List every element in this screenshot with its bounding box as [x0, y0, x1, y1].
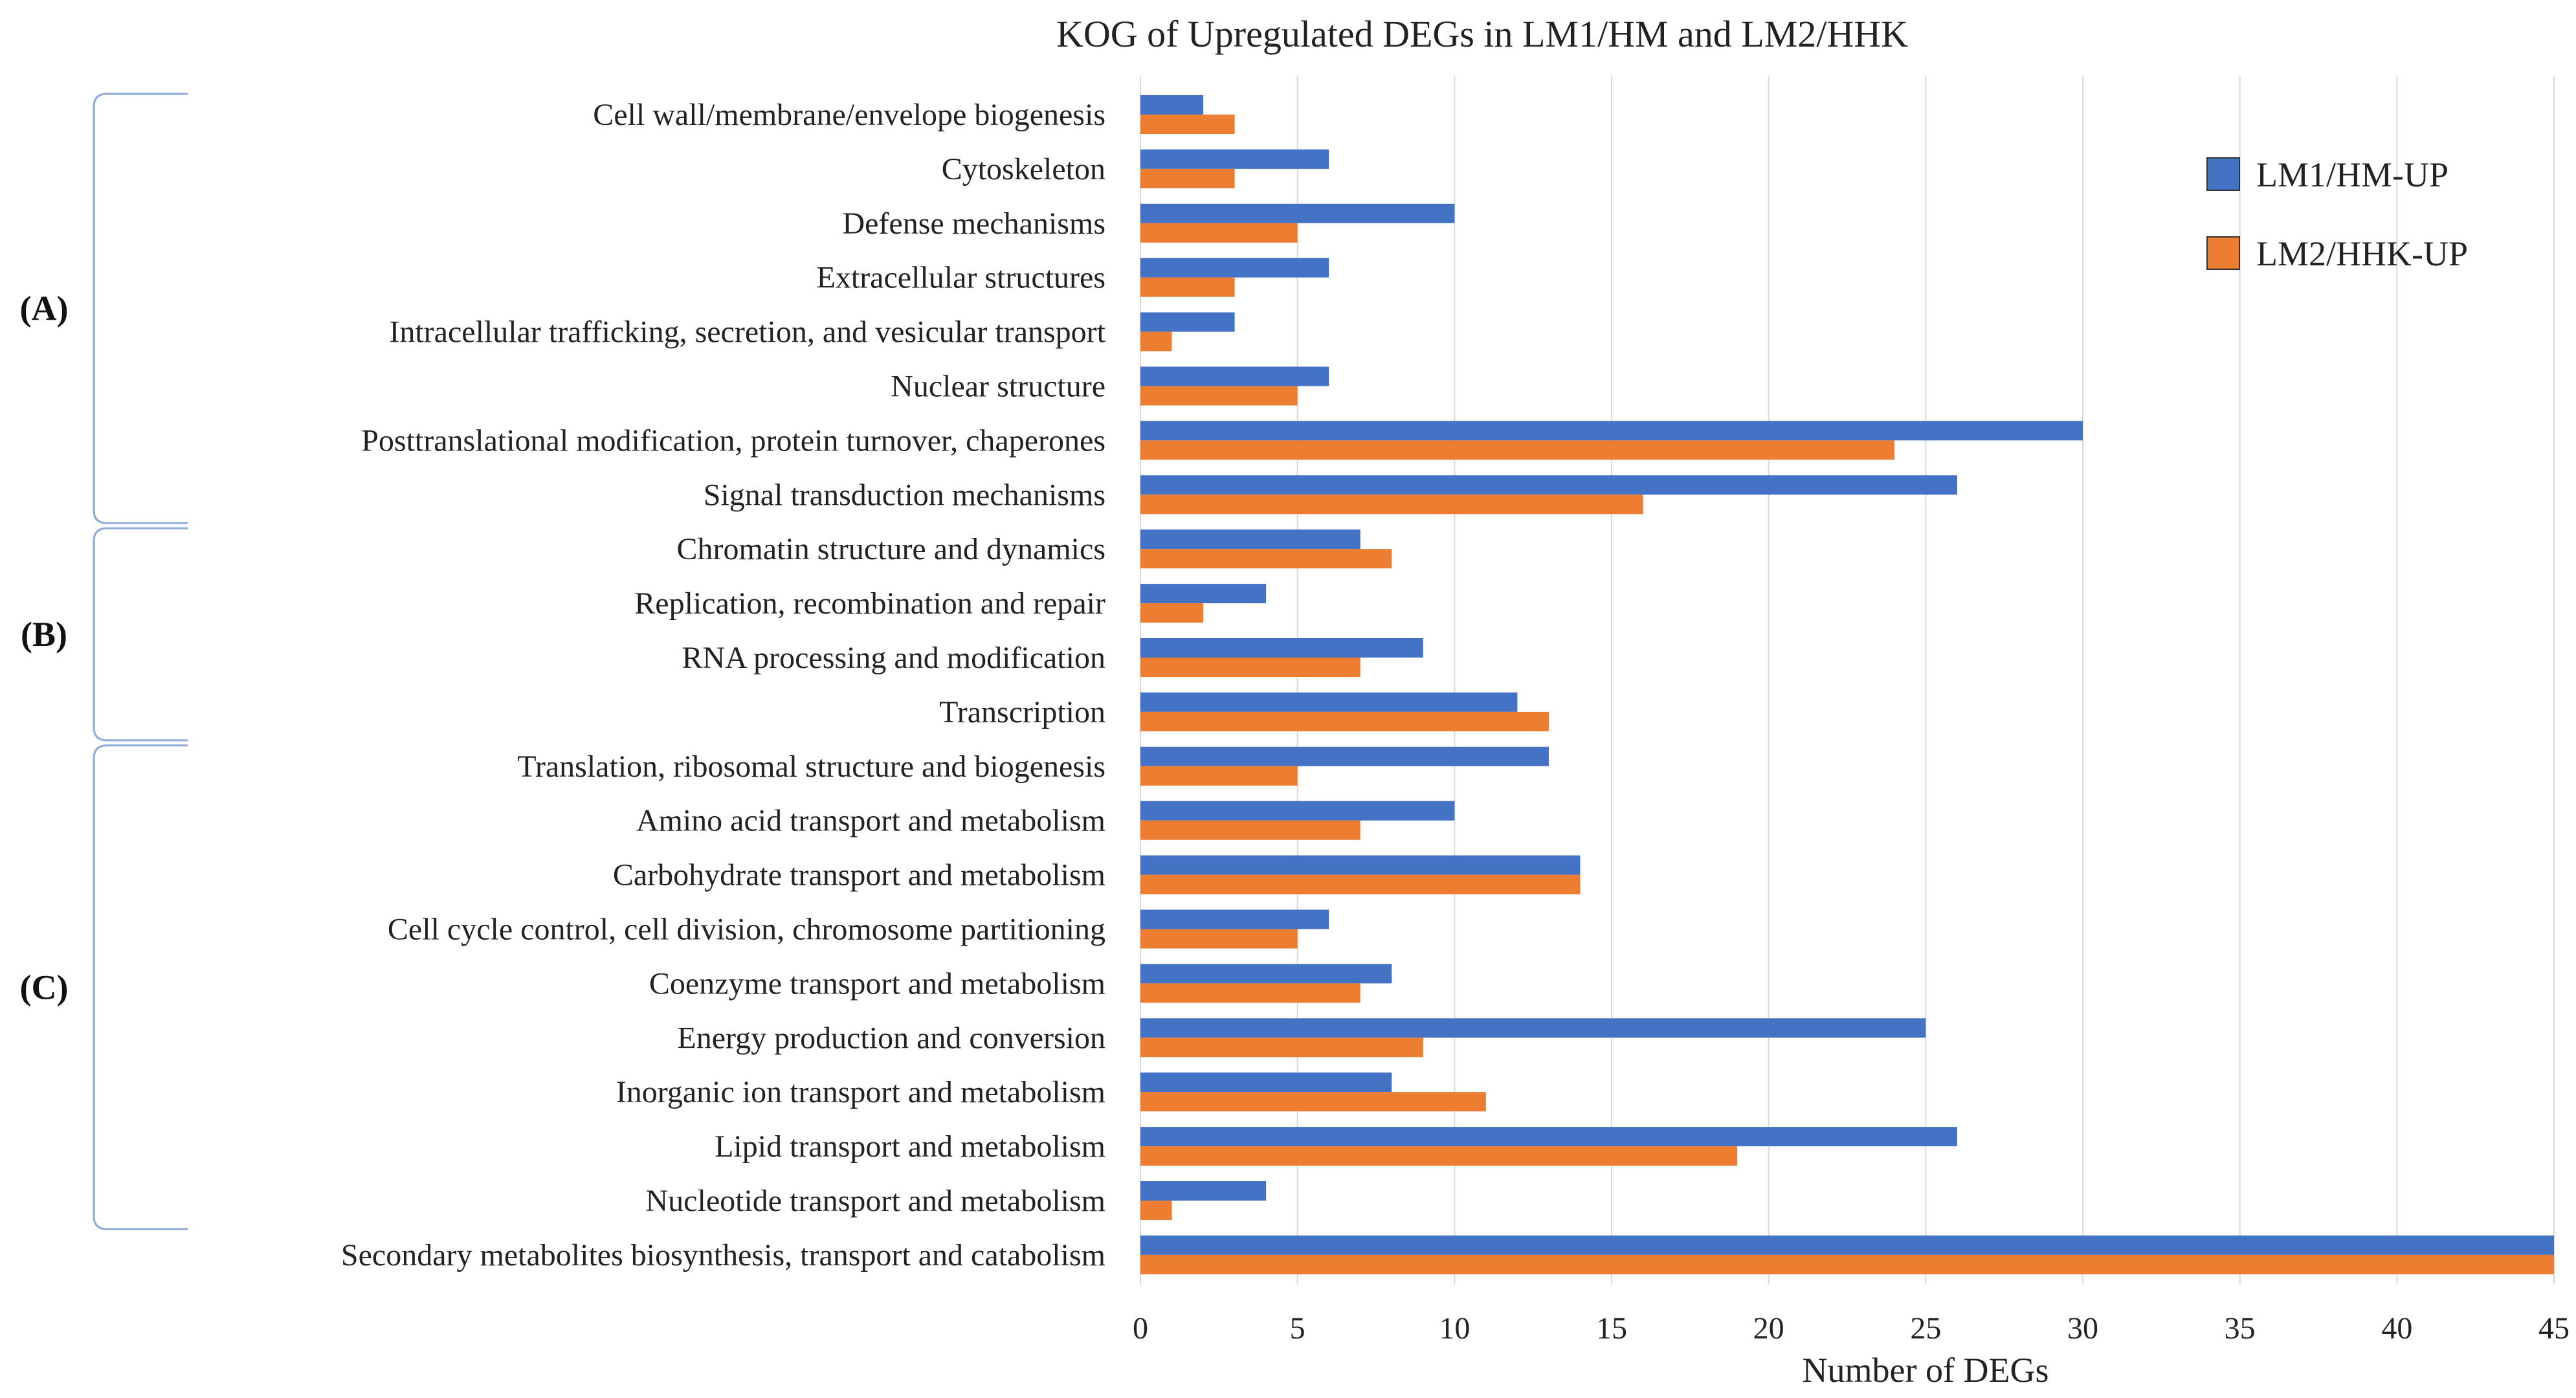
bar-lm2-hhk-5 [1140, 386, 1298, 406]
category-label: Cell cycle control, cell division, chrom… [388, 913, 1105, 947]
category-label: Energy production and conversion [677, 1021, 1105, 1055]
bar-lm2-hhk-12 [1140, 766, 1298, 786]
bar-lm2-hhk-20 [1140, 1201, 1172, 1220]
category-label: Nuclear structure [891, 370, 1105, 404]
category-label: Extracellular structures [817, 261, 1105, 295]
category-label: Signal transduction mechanisms [704, 478, 1105, 512]
category-label: Chromatin structure and dynamics [676, 532, 1105, 566]
group-bracket-2 [93, 744, 188, 1230]
bar-lm1-hm-2 [1140, 203, 1455, 223]
category-label: Translation, ribosomal structure and bio… [517, 749, 1105, 784]
category-label: Replication, recombination and repair [634, 586, 1105, 621]
bar-lm1-hm-1 [1140, 149, 1329, 169]
category-label: Inorganic ion transport and metabolism [616, 1075, 1105, 1109]
category-label: Cell wall/membrane/envelope biogenesis [593, 98, 1105, 132]
group-label: (B) [21, 615, 67, 654]
bar-lm1-hm-13 [1140, 801, 1455, 821]
category-labels: Cell wall/membrane/envelope biogenesis Cy… [341, 98, 1106, 1272]
bar-lm1-hm-3 [1140, 258, 1329, 278]
x-tick-label: 25 [1910, 1311, 1941, 1346]
x-tick-labels: 0 5 10 15 20 25 30 35 40 45 [1133, 1311, 2570, 1346]
x-tick-label: 5 [1290, 1311, 1305, 1346]
bar-lm1-hm-16 [1140, 964, 1392, 984]
category-label: Cytoskeleton [942, 152, 1105, 186]
legend-label-lm1-hm: LM1/HM-UP [2256, 155, 2448, 194]
category-label: Coenzyme transport and metabolism [649, 966, 1105, 1001]
x-tick-label: 45 [2538, 1311, 2570, 1346]
bar-lm2-hhk-9 [1140, 603, 1204, 623]
bar-lm1-hm-18 [1140, 1072, 1392, 1093]
bar-lm2-hhk-1 [1140, 168, 1235, 188]
bar-lm1-hm-20 [1140, 1181, 1267, 1201]
legend-swatch-lm1-hm [2206, 157, 2240, 191]
bar-lm2-hhk-7 [1140, 494, 1643, 515]
category-label: Intracellular trafficking, secretion, an… [389, 315, 1105, 350]
bar-lm1-hm-21 [1140, 1235, 2554, 1255]
group-label: (A) [20, 289, 69, 328]
bar-lm2-hhk-2 [1140, 223, 1298, 243]
category-label: Amino acid transport and metabolism [636, 804, 1105, 838]
group-label: (C) [20, 968, 69, 1006]
x-tick-label: 35 [2225, 1311, 2256, 1346]
bar-lm1-hm-8 [1140, 529, 1360, 549]
bar-lm1-hm-7 [1140, 475, 1957, 495]
bar-lm2-hhk-6 [1140, 440, 1894, 460]
bar-lm2-hhk-13 [1140, 820, 1360, 840]
category-label: Secondary metabolites biosynthesis, tran… [341, 1238, 1105, 1272]
bar-lm2-hhk-17 [1140, 1037, 1423, 1058]
legend-label-lm2-hhk: LM2/HHK-UP [2256, 234, 2468, 273]
bar-lm1-hm-5 [1140, 366, 1329, 386]
category-label: Defense mechanisms [842, 206, 1105, 241]
x-axis-label: Number of DEGs [1803, 1351, 2049, 1390]
legend-swatch-lm2-hhk [2206, 236, 2240, 270]
category-label: Lipid transport and metabolism [715, 1129, 1105, 1164]
x-tick-label: 0 [1133, 1311, 1148, 1346]
category-label: RNA processing and modification [682, 641, 1105, 675]
bar-lm2-hhk-3 [1140, 277, 1235, 297]
group-brackets: (A) (B) (C) [20, 93, 188, 1230]
bar-lm1-hm-0 [1140, 95, 1204, 115]
bar-lm2-hhk-16 [1140, 983, 1360, 1003]
bar-lm1-hm-19 [1140, 1127, 1957, 1147]
bar-lm2-hhk-4 [1140, 331, 1172, 351]
bar-lm2-hhk-0 [1140, 115, 1235, 134]
category-label: Carbohydrate transport and metabolism [613, 858, 1105, 893]
bar-lm1-hm-6 [1140, 421, 2083, 441]
group-bracket-0 [93, 93, 188, 524]
bar-lm1-hm-17 [1140, 1018, 1926, 1038]
bar-lm1-hm-15 [1140, 909, 1329, 929]
category-label: Transcription [939, 695, 1105, 729]
chart-title: KOG of Upregulated DEGs in LM1/HM and LM… [1056, 13, 1908, 55]
category-label: Posttranslational modification, protein … [361, 423, 1105, 458]
bars [1140, 95, 2554, 1274]
group-bracket-1 [93, 527, 188, 742]
x-tick-label: 30 [2067, 1311, 2098, 1346]
bar-lm2-hhk-19 [1140, 1146, 1738, 1166]
bar-lm2-hhk-11 [1140, 711, 1549, 731]
legend: LM1/HM-UP LM2/HHK-UP [2206, 155, 2468, 273]
x-tick-label: 20 [1753, 1311, 1784, 1346]
bar-lm1-hm-10 [1140, 638, 1423, 658]
bar-lm1-hm-12 [1140, 746, 1549, 766]
bar-lm2-hhk-21 [1140, 1254, 2554, 1274]
bar-lm2-hhk-14 [1140, 874, 1581, 894]
bar-lm1-hm-9 [1140, 584, 1267, 604]
x-tick-label: 10 [1439, 1311, 1470, 1346]
bar-lm1-hm-4 [1140, 312, 1235, 332]
bar-lm2-hhk-15 [1140, 929, 1298, 949]
bar-lm2-hhk-10 [1140, 658, 1360, 677]
bar-lm2-hhk-18 [1140, 1092, 1486, 1112]
x-tick-label: 40 [2381, 1311, 2412, 1346]
bar-lm2-hhk-8 [1140, 549, 1392, 569]
bar-lm1-hm-11 [1140, 692, 1518, 712]
bar-lm1-hm-14 [1140, 855, 1581, 875]
x-tick-label: 15 [1596, 1311, 1627, 1346]
category-label: Nucleotide transport and metabolism [646, 1184, 1105, 1218]
